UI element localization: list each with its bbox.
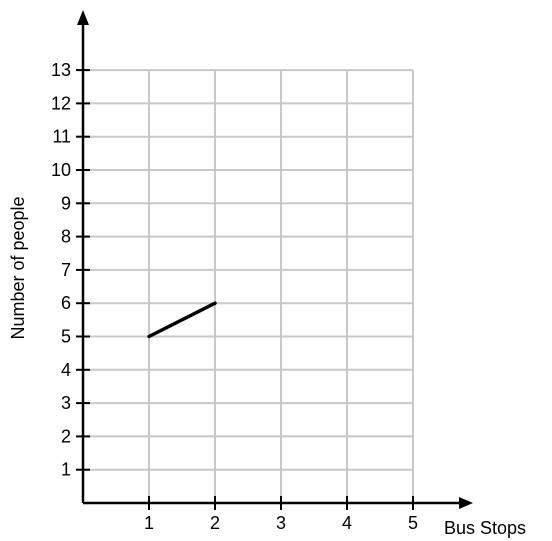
- y-axis-arrow: [77, 10, 89, 25]
- y-tick-label-13: 13: [51, 60, 71, 80]
- y-tick-label-11: 11: [52, 127, 71, 147]
- y-tick-label-4: 4: [61, 360, 71, 380]
- y-tick-label-2: 2: [61, 426, 71, 446]
- y-axis-title: Number of people: [8, 196, 28, 339]
- y-tick-label-8: 8: [61, 227, 71, 247]
- x-tick-label-2: 2: [210, 513, 220, 533]
- x-axis-arrow: [459, 497, 473, 509]
- x-tick-label-3: 3: [276, 513, 286, 533]
- y-tick-label-5: 5: [61, 327, 71, 347]
- ticks: [76, 69, 414, 510]
- x-tick-label-4: 4: [342, 513, 352, 533]
- grid: [83, 69, 414, 503]
- y-tick-label-10: 10: [51, 160, 71, 180]
- series: [147, 301, 217, 339]
- series-line-segment-0-0: [147, 301, 217, 339]
- x-tick-label-1: 1: [144, 513, 154, 533]
- x-tick-label-5: 5: [408, 513, 418, 533]
- y-tick-label-12: 12: [51, 93, 71, 113]
- y-tick-label-7: 7: [61, 260, 71, 280]
- y-tick-label-1: 1: [61, 460, 71, 480]
- x-axis-title: Bus Stops: [444, 518, 526, 538]
- y-tick-label-3: 3: [61, 393, 71, 413]
- y-tick-label-6: 6: [61, 293, 71, 313]
- y-tick-label-9: 9: [61, 193, 71, 213]
